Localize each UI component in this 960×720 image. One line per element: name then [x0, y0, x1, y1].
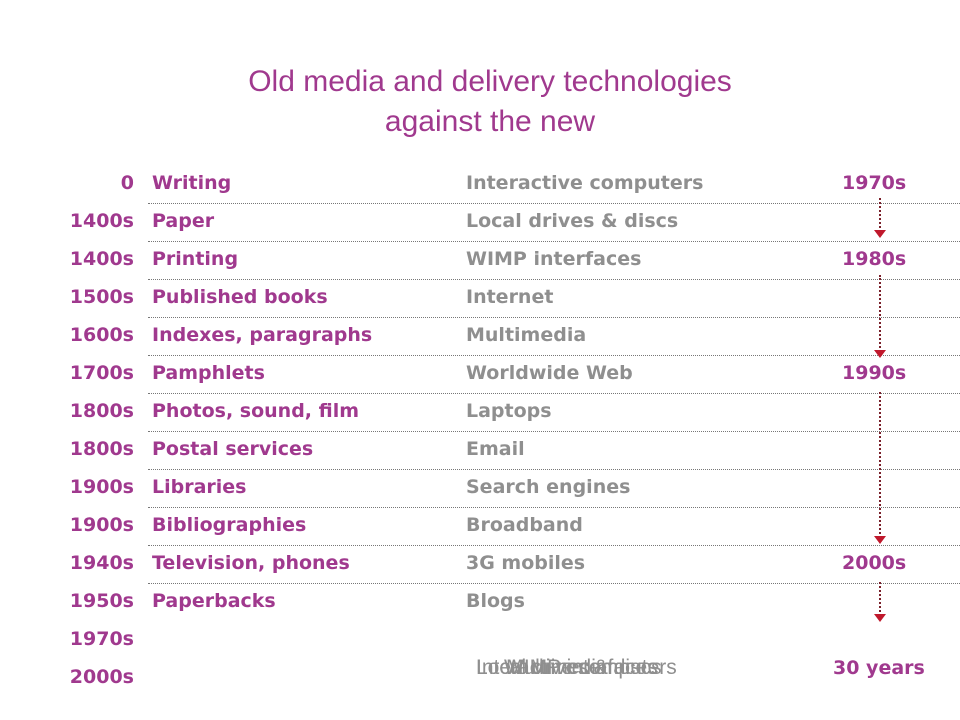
timeline-row: 1950s Paperbacks Blogs	[0, 589, 960, 627]
decade-label: 1990s	[842, 362, 907, 384]
row-divider	[148, 355, 960, 356]
new-technology: Multimedia	[466, 324, 587, 346]
new-technology: WIMP interfaces	[466, 248, 642, 270]
decade-label: 2000s	[842, 552, 907, 574]
new-technology: Email	[466, 438, 525, 460]
old-technology: Writing	[152, 172, 232, 194]
year-label: 1900s	[69, 476, 134, 498]
timeline-row: 1500s Published books Internet	[0, 285, 960, 323]
title-line-2: against the new	[384, 105, 596, 138]
title-line-1: Old media and delivery technologies	[248, 65, 732, 98]
timeline-row: 0 Writing Interactive computers 1970s	[0, 171, 960, 209]
page-title: Old media and delivery technologies agai…	[0, 62, 960, 142]
row-divider	[148, 507, 960, 508]
row-divider	[148, 583, 960, 584]
down-arrow-icon	[873, 198, 887, 238]
year-label: 1600s	[69, 324, 134, 346]
timeline-row: 1900s Bibliographies Broadband	[0, 513, 960, 551]
year-label: 0	[120, 172, 134, 194]
year-label: 1940s	[69, 552, 134, 574]
timeline-row: 1970s	[0, 627, 960, 665]
year-label: 1700s	[69, 362, 134, 384]
footer-label: Interactive computers	[476, 656, 677, 679]
row-divider	[148, 545, 960, 546]
footer-label: Multimedia	[506, 656, 608, 679]
decade-label: 1970s	[842, 172, 907, 194]
old-technology: Pamphlets	[152, 362, 265, 384]
year-label: 1900s	[69, 514, 134, 536]
old-technology: Bibliographies	[152, 514, 307, 536]
year-label: 1970s	[69, 628, 134, 650]
old-technology: Libraries	[152, 476, 247, 498]
timeline-row: 1700s Pamphlets Worldwide Web 1990s	[0, 361, 960, 399]
old-technology: Published books	[152, 286, 328, 308]
year-label: 1800s	[69, 438, 134, 460]
timeline-row: 1800s Postal services Email	[0, 437, 960, 475]
new-technology: Local drives & discs	[466, 210, 679, 232]
timeline-row: 1800s Photos, sound, film Laptops	[0, 399, 960, 437]
new-technology: Search engines	[466, 476, 631, 498]
old-technology: Printing	[152, 248, 239, 270]
row-divider	[148, 317, 960, 318]
total-duration: 30 years	[833, 657, 925, 679]
old-technology: Indexes, paragraphs	[152, 324, 373, 346]
down-arrow-icon	[873, 392, 887, 544]
timeline-row: 1400s Printing WIMP interfaces 1980s	[0, 247, 960, 285]
new-technology: Blogs	[466, 590, 525, 612]
down-arrow-icon	[873, 582, 887, 622]
row-divider	[148, 469, 960, 470]
row-divider	[148, 279, 960, 280]
old-technology: Postal services	[152, 438, 314, 460]
timeline-row: 1600s Indexes, paragraphs Multimedia	[0, 323, 960, 361]
year-label: 1800s	[69, 400, 134, 422]
year-label: 1400s	[69, 248, 134, 270]
row-divider	[148, 203, 960, 204]
new-technology: Laptops	[466, 400, 552, 422]
down-arrow-icon	[873, 275, 887, 358]
footer-label: Local drives & discs	[476, 656, 662, 679]
year-label: 1400s	[69, 210, 134, 232]
old-technology: Television, phones	[152, 552, 350, 574]
new-technology: 3G mobiles	[466, 552, 586, 574]
year-label: 2000s	[69, 666, 134, 688]
timeline-row: 1900s Libraries Search engines	[0, 475, 960, 513]
year-label: 1500s	[69, 286, 134, 308]
timeline-row: 1940s Television, phones 3G mobiles 2000s	[0, 551, 960, 589]
row-divider	[148, 241, 960, 242]
old-technology: Paper	[152, 210, 215, 232]
old-technology: Photos, sound, film	[152, 400, 360, 422]
new-technology: Broadband	[466, 514, 583, 536]
timeline-row: 1400s Paper Local drives & discs	[0, 209, 960, 247]
new-technology: Internet	[466, 286, 554, 308]
footer-label: WIMP interfaces	[504, 656, 658, 679]
timeline-row: 2000s	[0, 665, 960, 703]
row-divider	[148, 393, 960, 394]
new-technology: Interactive computers	[466, 172, 704, 194]
new-technology: Worldwide Web	[466, 362, 633, 384]
decade-label: 1980s	[842, 248, 907, 270]
year-label: 1950s	[69, 590, 134, 612]
old-technology: Paperbacks	[152, 590, 276, 612]
row-divider	[148, 431, 960, 432]
